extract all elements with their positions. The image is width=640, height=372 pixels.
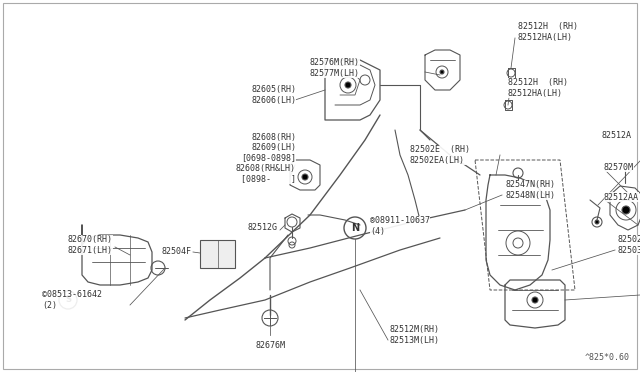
Text: 82512A: 82512A [602,131,632,140]
Text: 82502(RH)
82503(LH): 82502(RH) 82503(LH) [617,235,640,255]
Text: 82512H  (RH)
82512HA(LH): 82512H (RH) 82512HA(LH) [508,78,568,98]
Text: 82512AA: 82512AA [604,192,639,202]
Circle shape [345,82,351,88]
Text: ®08911-10637
(4): ®08911-10637 (4) [370,216,430,236]
Text: ^825*0.60: ^825*0.60 [585,353,630,362]
Circle shape [440,70,444,74]
Text: ©08513-61642
(2): ©08513-61642 (2) [42,290,102,310]
Circle shape [532,297,538,303]
Text: 82502E  (RH)
82502EA(LH): 82502E (RH) 82502EA(LH) [410,145,470,165]
Text: 82670(RH)
82671(LH): 82670(RH) 82671(LH) [68,235,113,255]
Text: 82676M: 82676M [255,340,285,350]
Text: 82576M(RH)
82577M(LH): 82576M(RH) 82577M(LH) [310,58,360,78]
Circle shape [302,174,308,180]
Circle shape [622,206,630,214]
Text: 82512G: 82512G [248,224,278,232]
Text: 82608(RH)
82609(LH)
[0698-0898]
82608(RH&LH)
[0898-    ]: 82608(RH) 82609(LH) [0698-0898] 82608(RH… [236,133,296,183]
Text: S: S [65,295,71,305]
Circle shape [595,220,599,224]
Text: 82605(RH)
82606(LH): 82605(RH) 82606(LH) [251,85,296,105]
Text: 82547N(RH)
82548N(LH): 82547N(RH) 82548N(LH) [505,180,555,200]
Text: 82512M(RH)
82513M(LH): 82512M(RH) 82513M(LH) [390,325,440,345]
Text: N: N [351,223,359,233]
Text: 82570M: 82570M [604,163,634,171]
Text: 82512H  (RH)
82512HA(LH): 82512H (RH) 82512HA(LH) [518,22,578,42]
Bar [200,240,235,268]
Text: 82504F: 82504F [162,247,192,257]
